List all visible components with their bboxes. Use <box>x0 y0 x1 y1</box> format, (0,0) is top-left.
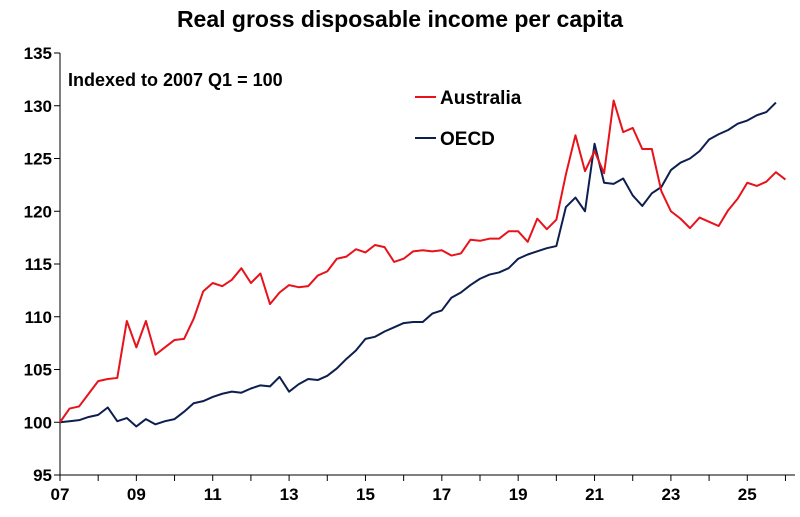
y-tick-label: 120 <box>24 202 52 221</box>
y-axis: 95 100 105 110 115 120 125 130 135 <box>24 44 61 485</box>
x-tick-label: 17 <box>432 485 451 504</box>
x-tick-label: 21 <box>585 485 604 504</box>
x-tick-label: 09 <box>127 485 146 504</box>
x-tick-label: 23 <box>661 485 680 504</box>
chart-annotation: Indexed to 2007 Q1 = 100 <box>68 70 283 90</box>
chart-title: Real gross disposable income per capita <box>176 6 624 32</box>
y-tick-label: 115 <box>25 255 52 274</box>
y-tick-label: 110 <box>25 308 52 327</box>
x-axis: 07 09 11 13 15 17 19 21 23 25 <box>51 474 795 504</box>
y-tick-label: 95 <box>33 466 52 485</box>
x-tick-label: 07 <box>51 485 70 504</box>
y-tick-label: 125 <box>24 150 52 169</box>
legend: Australia OECD <box>415 88 522 150</box>
y-tick-label: 135 <box>24 44 52 63</box>
y-tick-label: 130 <box>24 97 52 116</box>
x-tick-label: 13 <box>280 485 299 504</box>
x-tick-label: 19 <box>509 485 528 504</box>
series-line-australia <box>59 99 787 423</box>
legend-label-australia: Australia <box>440 88 522 109</box>
series-layer <box>59 99 787 428</box>
y-tick-label: 105 <box>24 361 52 380</box>
legend-label-oecd: OECD <box>440 129 495 150</box>
x-tick-label: 15 <box>356 485 375 504</box>
series-line-oecd <box>59 101 777 428</box>
x-tick-label: 11 <box>204 485 222 504</box>
x-tick-label: 25 <box>738 485 757 504</box>
y-tick-label: 100 <box>24 413 52 432</box>
